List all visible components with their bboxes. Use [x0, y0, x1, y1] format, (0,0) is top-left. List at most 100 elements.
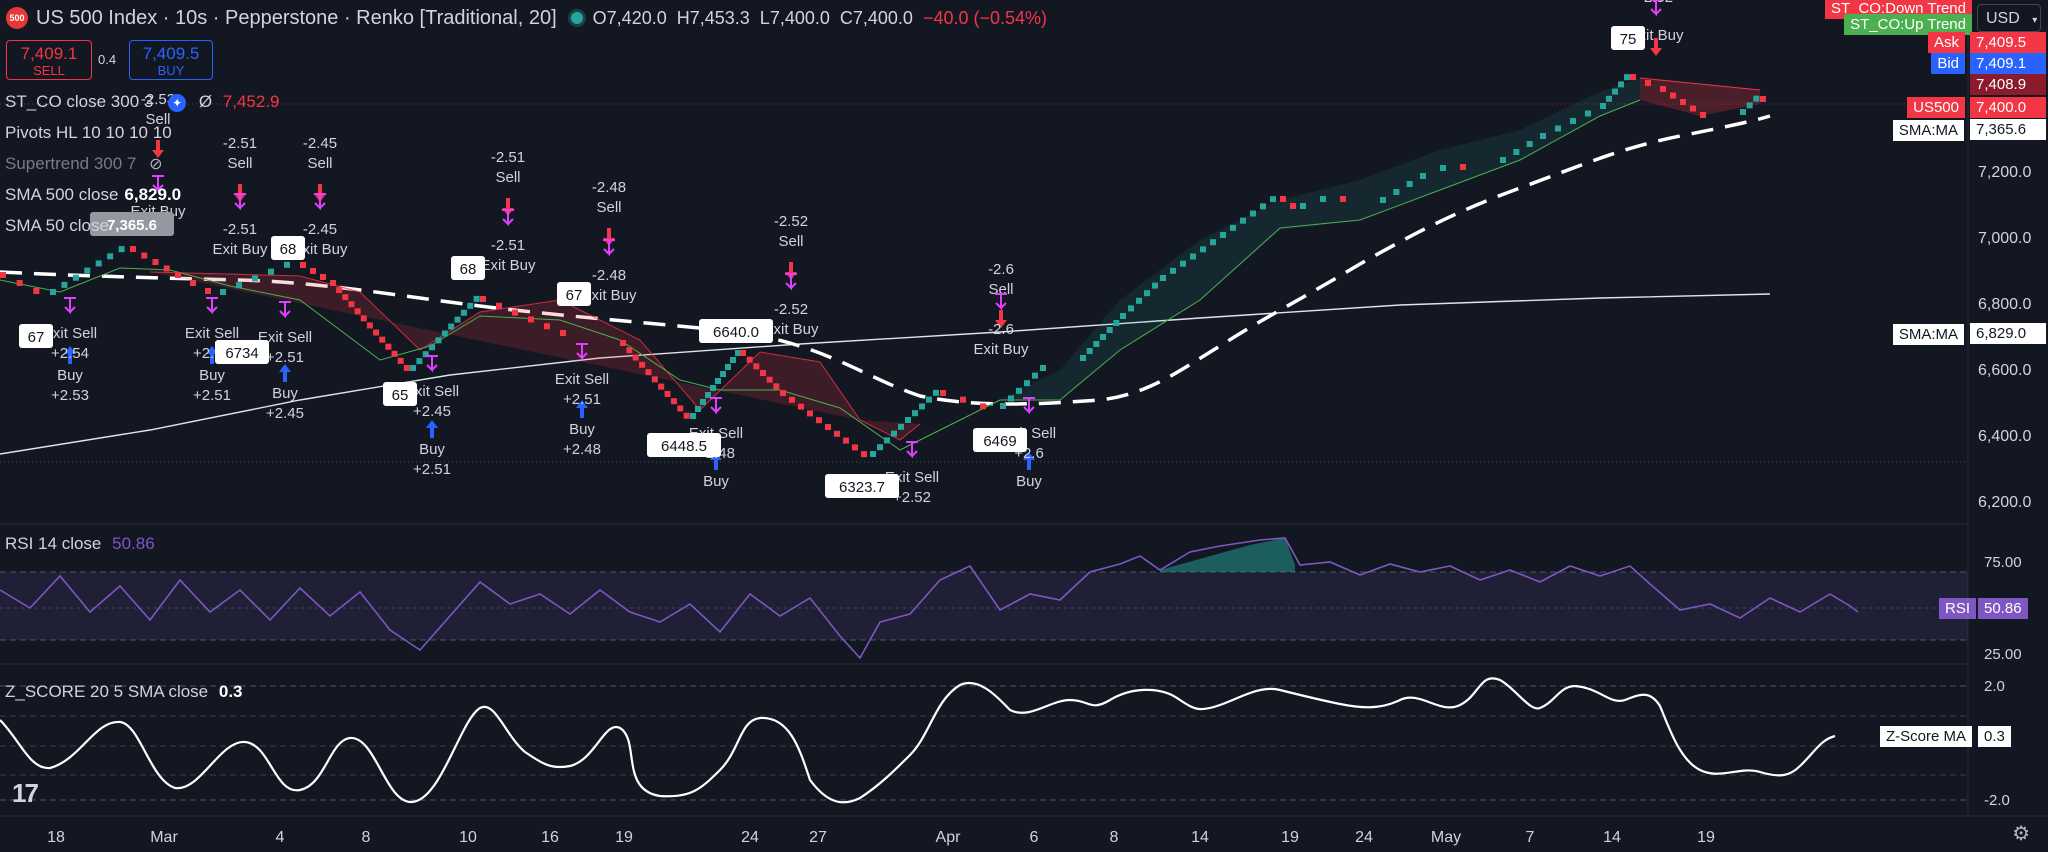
- time-tick-label: 8: [1110, 829, 1119, 846]
- sell-signal-marker: -2.48 Sell: [592, 179, 626, 246]
- renko-brick: [1526, 141, 1533, 147]
- renko-brick: [422, 351, 429, 358]
- sma500-line: [0, 293, 1771, 455]
- svg-text:Sell: Sell: [495, 169, 520, 186]
- pivot-label-box: 68: [451, 256, 485, 280]
- buy-signal-marker: Buy: [1016, 452, 1042, 490]
- legend-sma500[interactable]: SMA 500 close 6,829.0: [5, 185, 181, 205]
- tradingview-logo[interactable]: 17: [12, 778, 39, 808]
- zscore-legend[interactable]: Z_SCORE 20 5 SMA close 0.3: [5, 682, 243, 702]
- time-tick-label: Apr: [936, 829, 962, 846]
- symbol-title[interactable]: US 500 Index · 10s · Pepperstone · Renko…: [36, 6, 557, 29]
- supertrend-down-fill: [150, 272, 920, 440]
- renko-brick: [870, 451, 876, 457]
- scale-tag-value: 7,408.9: [1970, 74, 2046, 95]
- buy-label: BUY: [157, 63, 185, 78]
- ohlc-low: L7,400.0: [759, 7, 830, 28]
- renko-brick: [670, 398, 677, 405]
- pivot-label-box: 6734: [215, 340, 269, 364]
- renko-brick: [683, 412, 690, 419]
- time-tick-label: 27: [809, 829, 827, 846]
- svg-text:Exit Buy: Exit Buy: [763, 321, 819, 338]
- legend-st-co-label: ST_CO close 300 3: [5, 92, 154, 111]
- svg-text:-2.48: -2.48: [592, 267, 626, 284]
- renko-brick: [190, 280, 196, 286]
- ohlc-close: C7,400.0: [839, 7, 913, 28]
- renko-brick: [1440, 165, 1446, 171]
- renko-brick: [480, 296, 486, 302]
- sell-button[interactable]: 7,409.1 SELL: [6, 40, 92, 80]
- renko-brick: [1645, 80, 1651, 86]
- renko-brick: [1180, 260, 1186, 267]
- legend-pivots[interactable]: Pivots HL 10 10 10 10: [5, 123, 172, 143]
- renko-brick: [1152, 282, 1158, 289]
- svg-text:Buy: Buy: [703, 473, 729, 490]
- svg-text:-2.51: -2.51: [491, 149, 525, 166]
- renko-brick: [1086, 348, 1093, 354]
- renko-brick: [560, 330, 566, 336]
- svg-text:6469: 6469: [983, 433, 1016, 450]
- renko-brick: [1540, 133, 1546, 139]
- renko-brick: [1240, 217, 1246, 224]
- legend-supertrend[interactable]: Supertrend 300 7 ⊘: [5, 154, 163, 174]
- renko-brick: [1280, 196, 1286, 202]
- sell-signal-marker: -2.51 Sell: [491, 149, 525, 216]
- exit-signal-marker: Exit Sell +2.54: [43, 297, 97, 362]
- svg-text:+2.53: +2.53: [51, 387, 89, 404]
- buy-button[interactable]: 7,409.5 BUY: [129, 40, 213, 80]
- renko-bricks: [0, 74, 1766, 458]
- renko-brick: [1753, 95, 1760, 102]
- renko-brick: [620, 340, 626, 346]
- renko-brick: [512, 309, 518, 316]
- svg-text:Exit Sell: Exit Sell: [555, 371, 609, 388]
- renko-brick: [354, 308, 361, 315]
- gear-icon[interactable]: ⚙: [2012, 823, 2030, 845]
- hidden-eye-icon[interactable]: ⊘: [149, 156, 163, 173]
- svg-text:+2.51: +2.51: [413, 461, 451, 478]
- renko-brick: [1190, 253, 1196, 260]
- exit-signal-marker: -2.48 Exit Buy: [581, 239, 637, 304]
- svg-text:Exit Sell: Exit Sell: [405, 383, 459, 400]
- price-scale-ticks[interactable]: 7,200.0 7,000.0 6,800.0 6,600.0 6,400.0 6,200…: [1978, 164, 2031, 511]
- legend-st-co-sep: Ø: [198, 92, 213, 111]
- scale-tag-name: Bid: [1931, 53, 1965, 74]
- renko-brick: [460, 309, 467, 316]
- renko-brick: [825, 424, 831, 430]
- pivot-label-box: 6323.7: [825, 474, 899, 498]
- svg-text:Buy: Buy: [1016, 473, 1042, 490]
- svg-text:75: 75: [1620, 31, 1637, 48]
- renko-brick: [435, 337, 442, 344]
- cross-icon[interactable]: ✦: [168, 94, 187, 112]
- buy-signal-marker: Buy +2.51: [413, 420, 451, 478]
- legend-st-co[interactable]: ST_CO close 300 3 ✦ Ø 7,452.9: [5, 92, 280, 112]
- renko-brick: [1220, 232, 1226, 238]
- legend-sma50[interactable]: SMA 50 close: [5, 216, 109, 236]
- svg-text:67: 67: [28, 329, 45, 346]
- renko-brick: [891, 430, 897, 437]
- renko-brick: [1760, 96, 1766, 102]
- svg-text:-2.45: -2.45: [303, 221, 337, 238]
- rsi-scale-tag-label: RSI: [1945, 600, 1971, 617]
- rsi-legend[interactable]: RSI 14 close 50.86: [5, 534, 155, 554]
- time-axis[interactable]: 18 Mar 4 8 10 16 19 24 27 Apr 6 8 14 19 24 May 7 14 19: [47, 829, 1715, 846]
- scale-tag-value: 7,409.5: [1970, 32, 2046, 53]
- price-tick-label: 6,600.0: [1978, 362, 2031, 379]
- renko-brick: [528, 316, 534, 323]
- renko-brick: [740, 350, 746, 356]
- svg-text:+2.54: +2.54: [51, 345, 89, 362]
- currency-selector[interactable]: USD ▾: [1977, 4, 2041, 32]
- scale-tag-name: US500: [1907, 97, 1965, 118]
- market-status-icon[interactable]: [570, 12, 583, 24]
- scale-tag-value: 6,829.0: [1970, 323, 2046, 344]
- svg-text:Exit Buy: Exit Buy: [292, 241, 348, 258]
- time-tick-label: Mar: [150, 829, 178, 846]
- svg-text:-2.53: -2.53: [141, 91, 175, 108]
- symbol-logo[interactable]: 500: [6, 7, 28, 29]
- renko-brick: [690, 413, 696, 419]
- time-tick-label: 16: [541, 829, 559, 846]
- svg-text:+2.45: +2.45: [413, 403, 451, 420]
- renko-brick: [1160, 275, 1166, 281]
- ohlc-high: H7,453.3: [676, 7, 750, 28]
- pivot-label-box: 6469: [973, 428, 1027, 452]
